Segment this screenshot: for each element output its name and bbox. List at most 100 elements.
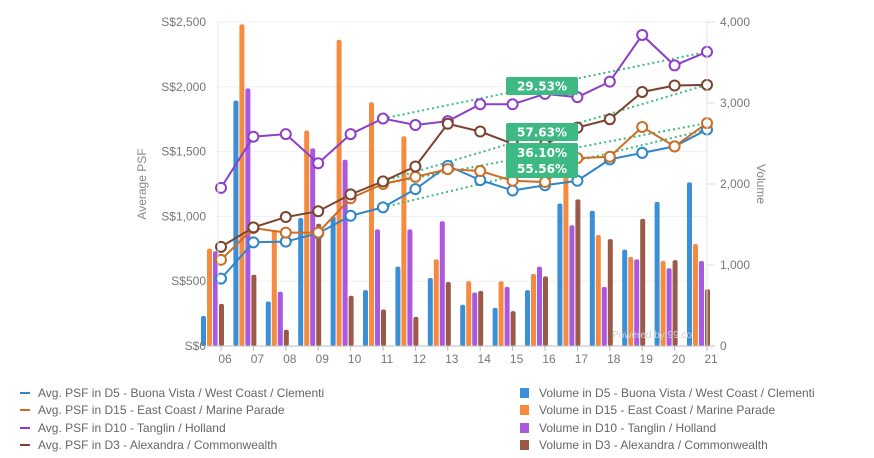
volume-bar [413, 316, 419, 346]
legend-line-swatch-icon [20, 426, 30, 429]
volume-bar [401, 136, 407, 346]
axes: S$0 S$500 S$1,000 S$1,500 S$2,000 S$2,500 0 1,0… [135, 15, 768, 366]
volume-bar [369, 102, 374, 346]
trend-badge [506, 77, 578, 95]
volume-bar [265, 301, 271, 346]
volume-bar [298, 218, 304, 346]
y-right-tick-label: 0 [720, 339, 727, 353]
y-left-axis-title: Average PSF [135, 148, 149, 219]
psf-point [636, 146, 649, 159]
legend-box-swatch-icon [520, 405, 529, 416]
volume-bar [492, 307, 498, 346]
volume-bar [628, 256, 634, 346]
psf-point [344, 188, 357, 201]
y-left-tick-label: S$2,000 [161, 80, 206, 94]
psf-point [312, 205, 325, 218]
x-tick-label: 09 [316, 352, 330, 366]
volume-bar [375, 229, 380, 346]
x-tick-label: 19 [640, 352, 654, 366]
psf-point [247, 130, 260, 143]
volume-bar [460, 304, 466, 346]
volume-bar [316, 223, 322, 346]
volume-bar [277, 291, 283, 346]
volume-bar [478, 290, 484, 346]
psf-lines [215, 28, 713, 285]
legend-box-swatch-icon [520, 387, 529, 398]
legend-line-swatch-icon [20, 444, 30, 447]
volume-bar [439, 221, 445, 346]
trend-badge-label: 57.63% [517, 126, 567, 140]
x-tick-label: 06 [218, 352, 232, 366]
trend-badge-label: 55.56% [517, 162, 567, 176]
legend-item-bar[interactable]: Volume in D15 - East Coast / Marine Para… [520, 402, 815, 420]
x-tick-label: 13 [445, 352, 459, 366]
psf-point [506, 184, 519, 197]
legend-lines: Avg. PSF in D5 - Buona Vista / West Coas… [20, 384, 324, 454]
legend-label: Avg. PSF in D3 - Alexandra / Commonwealt… [38, 438, 278, 453]
legend-item-line[interactable]: Avg. PSF in D5 - Buona Vista / West Coas… [20, 384, 324, 402]
psf-point [441, 117, 454, 130]
y-left-tick-label: S$500 [171, 274, 206, 288]
legend-item-line[interactable]: Avg. PSF in D3 - Alexandra / Commonwealt… [20, 437, 324, 455]
psf-point [247, 236, 260, 249]
trend-badge [506, 143, 578, 178]
psf-point [474, 125, 487, 138]
volume-bar [693, 243, 698, 346]
psf-point [344, 128, 357, 141]
volume-bar [348, 295, 354, 346]
legend-label: Avg. PSF in D5 - Buona Vista / West Coas… [38, 385, 325, 400]
volume-bar [427, 277, 433, 346]
psf-line [220, 33, 708, 189]
legend-item-line[interactable]: Avg. PSF in D15 - East Coast / Marine Pa… [20, 402, 324, 420]
legend-label: Volume in D3 - Alexandra / Commonwealth [539, 438, 768, 453]
legend-item-bar[interactable]: Volume in D5 - Buona Vista / West Coast … [520, 384, 815, 402]
psf-line [220, 128, 708, 280]
volume-bar [330, 216, 336, 346]
psf-point [636, 85, 649, 98]
trend-badge-label: 36.10% [517, 146, 567, 160]
psf-point [636, 28, 649, 41]
legend-label: Volume in D15 - East Coast / Marine Para… [539, 403, 776, 418]
volume-bar [640, 218, 646, 346]
volume-bar [466, 281, 472, 346]
y-left-tick-label: S$1,500 [161, 145, 206, 159]
x-tick-label: 20 [672, 352, 686, 366]
psf-point [636, 120, 649, 133]
y-left-tick-label: S$1,000 [161, 209, 206, 223]
legend-item-bar[interactable]: Volume in D10 - Tanglin / Holland [520, 419, 815, 437]
volume-bar [660, 260, 666, 346]
volume-bar [336, 39, 342, 346]
x-tick-label: 18 [607, 352, 621, 366]
legend-item-bar[interactable]: Volume in D3 - Alexandra / Commonwealth [520, 437, 815, 455]
y-right-tick-label: 4,000 [720, 15, 750, 29]
psf-point [279, 211, 292, 224]
psf-point [409, 170, 422, 183]
legend-item-line[interactable]: Avg. PSF in D10 - Tanglin / Holland [20, 419, 324, 437]
y-left-tick-label: S$0 [185, 339, 207, 353]
volume-bar [537, 266, 542, 346]
volume-bars [201, 24, 710, 347]
psf-point [344, 209, 357, 222]
volume-bar [498, 281, 504, 346]
x-tick-label: 16 [542, 352, 556, 366]
psf-point [539, 176, 551, 189]
psf-point [247, 221, 260, 234]
psf-point [603, 113, 616, 126]
volume-bar [654, 201, 660, 346]
volume-bar [634, 259, 640, 346]
credit-text: Powered by 99.co [612, 330, 692, 341]
volume-bar [239, 24, 245, 347]
psf-point [603, 75, 616, 88]
volume-bar [666, 268, 672, 346]
x-tick-label: 11 [381, 352, 394, 366]
volume-bar [510, 311, 516, 346]
psf-point [474, 165, 487, 178]
volume-bar [363, 290, 368, 346]
psf-point [668, 59, 681, 72]
volume-bar [601, 286, 607, 346]
legend-box-swatch-icon [520, 422, 529, 433]
psf-point [279, 226, 292, 239]
trend-line [382, 83, 708, 183]
volume-bar [589, 210, 595, 346]
grid-lines [217, 21, 707, 347]
